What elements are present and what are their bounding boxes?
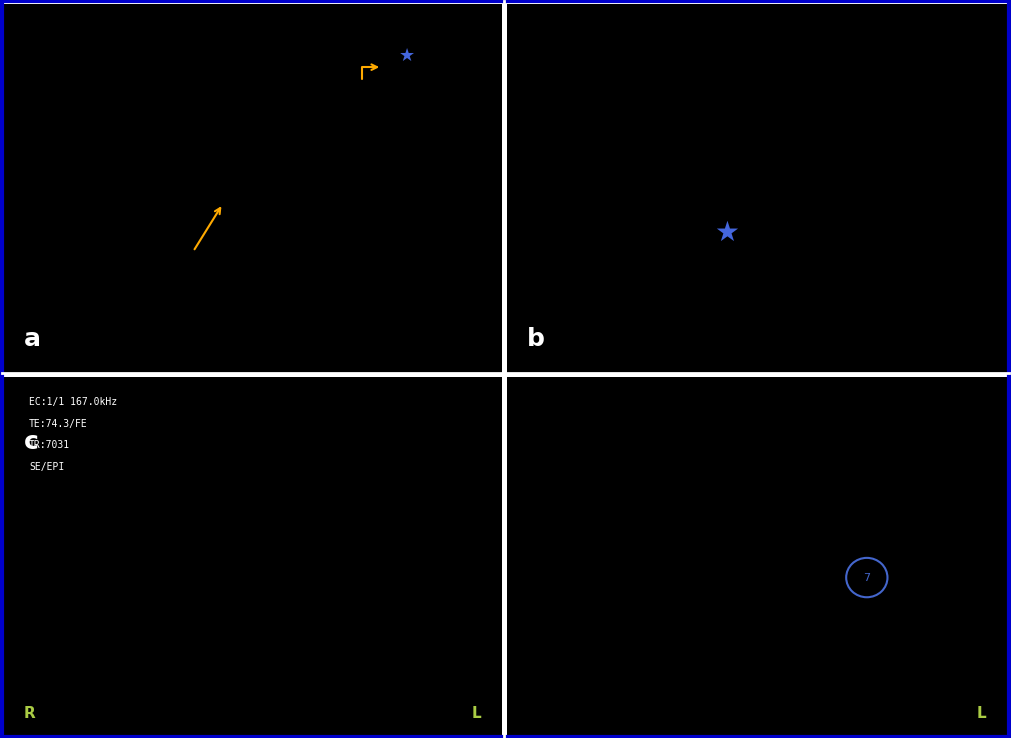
- Text: a: a: [24, 327, 40, 351]
- Text: L: L: [977, 706, 987, 721]
- Text: L: L: [471, 706, 481, 721]
- Text: 7: 7: [863, 573, 870, 582]
- Text: ★: ★: [714, 219, 739, 247]
- Text: TE:74.3/FE: TE:74.3/FE: [29, 418, 88, 429]
- Text: ★: ★: [399, 47, 415, 65]
- Text: c: c: [24, 430, 38, 454]
- Text: b: b: [527, 327, 544, 351]
- Text: EC:1/1 167.0kHz: EC:1/1 167.0kHz: [29, 397, 117, 407]
- Text: SE/EPI: SE/EPI: [29, 461, 64, 472]
- Text: R: R: [24, 706, 35, 721]
- Text: TR:7031: TR:7031: [29, 440, 70, 450]
